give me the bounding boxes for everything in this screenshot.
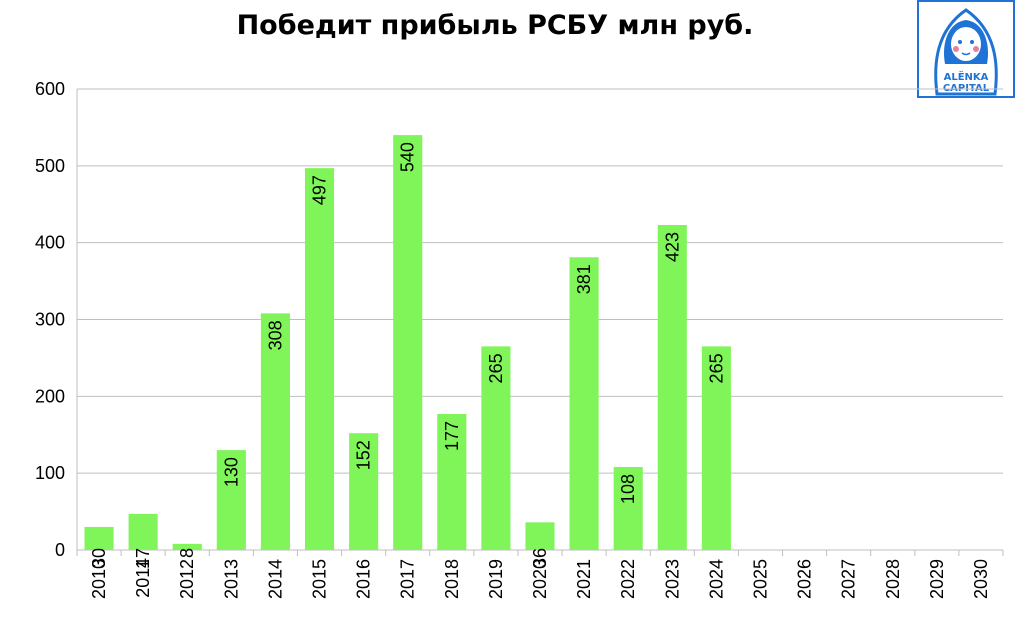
data-label: 265	[486, 353, 506, 383]
x-tick-label: 2022	[618, 559, 638, 599]
x-tick-label: 2026	[795, 559, 815, 599]
bar	[349, 433, 379, 550]
data-label: 423	[662, 232, 682, 262]
bar	[613, 467, 643, 550]
x-tick-label: 2029	[927, 559, 947, 599]
x-tick-label: 2027	[839, 559, 859, 599]
x-tick-label: 2016	[354, 559, 374, 599]
data-label: 308	[265, 320, 285, 350]
data-label: 152	[354, 440, 374, 470]
data-label: 381	[574, 264, 594, 294]
data-label: 497	[310, 175, 330, 205]
data-label: 47	[133, 548, 153, 568]
x-tick-label: 2019	[486, 559, 506, 599]
bar	[481, 346, 511, 550]
bar	[304, 168, 335, 550]
y-tick-label: 400	[35, 233, 65, 253]
bar	[128, 513, 158, 550]
bar	[172, 543, 202, 550]
bar	[393, 135, 423, 550]
data-label: 30	[89, 548, 109, 568]
chart-title: Победит прибыль РСБУ млн руб.	[236, 10, 754, 41]
data-label: 177	[442, 421, 462, 451]
y-tick-label: 0	[55, 540, 65, 560]
data-label: 540	[398, 142, 418, 172]
y-tick-label: 300	[35, 310, 65, 330]
x-tick-label: 2013	[221, 559, 241, 599]
x-tick-label: 2017	[398, 559, 418, 599]
data-label: 8	[177, 548, 197, 558]
bar	[84, 526, 114, 550]
y-tick-label: 600	[35, 79, 65, 99]
x-tick-label: 2028	[883, 559, 903, 599]
x-tick-label: 2012	[177, 559, 197, 599]
x-tick-label: 2030	[971, 559, 991, 599]
data-label: 36	[530, 548, 550, 568]
x-tick-label: 2024	[706, 559, 726, 599]
x-tick-label: 2021	[574, 559, 594, 599]
x-tick-label: 2015	[310, 559, 330, 599]
svg-text:ALËNKA: ALËNKA	[944, 69, 989, 83]
bar	[701, 346, 731, 550]
bar	[216, 450, 246, 550]
bar	[260, 313, 290, 550]
x-tick-label: 2023	[662, 559, 682, 599]
x-tick-label: 2025	[750, 559, 770, 599]
x-tick-label: 2010	[89, 559, 109, 599]
bar	[657, 224, 687, 550]
data-label: 265	[706, 353, 726, 383]
x-tick-label: 2014	[265, 559, 285, 599]
x-tick-label: 2011	[133, 559, 153, 598]
x-tick-label: 2018	[442, 559, 462, 599]
bar	[569, 257, 599, 550]
y-tick-label: 200	[35, 386, 65, 406]
bar	[437, 414, 467, 550]
data-label: 108	[618, 474, 638, 504]
x-tick-label: 2020	[530, 559, 550, 599]
data-label: 130	[221, 457, 241, 487]
bar	[525, 522, 555, 550]
y-tick-label: 100	[35, 463, 65, 483]
y-tick-label: 500	[35, 156, 65, 176]
